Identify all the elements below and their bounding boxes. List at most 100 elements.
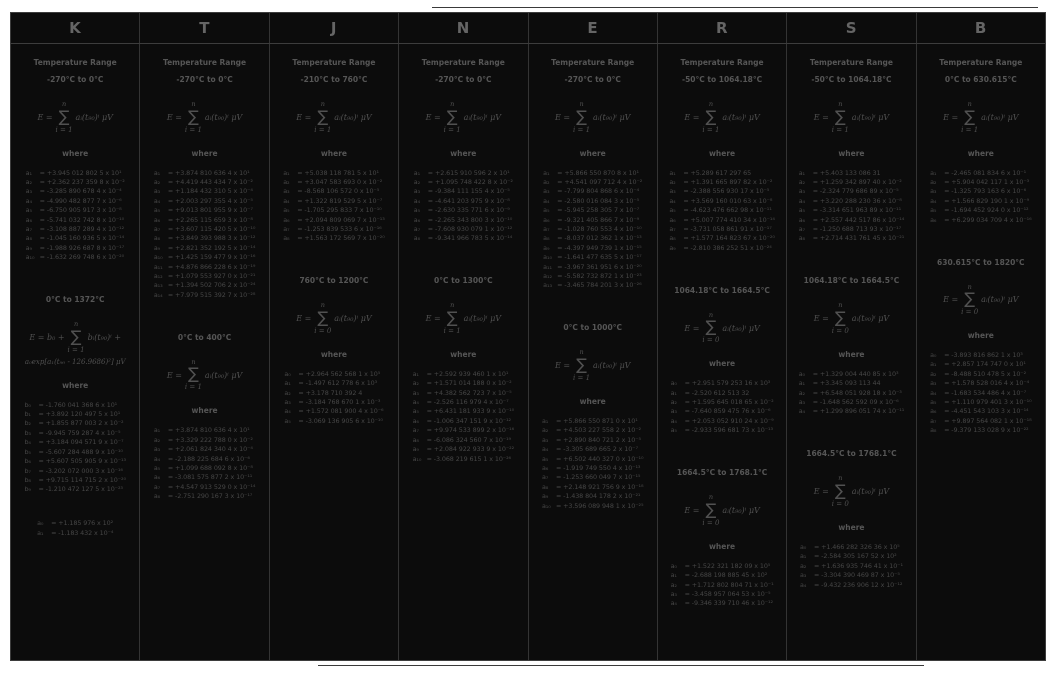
coefficient-row: a₇ = +9.974 533 899 2 x 10⁻¹⁶ bbox=[413, 426, 515, 435]
coefficient-symbol: a₅ bbox=[25, 206, 32, 215]
coefficient-row: a₆ = +5.007 774 410 34 x 10⁻¹⁴ bbox=[669, 215, 775, 225]
coefficient-list: a₁ = +5.866 550 871 0 x 10¹ a₂ = +4.503 227… bbox=[541, 417, 644, 511]
sum-upper-limit: n bbox=[579, 348, 584, 357]
coefficient-row: a₂ = +1.095 748 422 8 x 10⁻² bbox=[414, 178, 513, 187]
coefficient-row: a₃ = -3.304 390 469 87 x 10⁻⁵ bbox=[800, 571, 903, 580]
summation: n ∑ i = 1 bbox=[573, 101, 590, 134]
coefficient-row: a₅ = -3.314 651 963 89 x 10⁻¹¹ bbox=[799, 206, 904, 215]
formula-lhs: E = bbox=[813, 112, 829, 122]
coefficient-row: a₄ = +2.053 052 910 24 x 10⁻⁹ bbox=[671, 417, 774, 426]
emf-formula: E = n ∑ i = 1 aᵢ(t₉₀)ⁱ μV bbox=[140, 359, 268, 392]
coefficient-symbol: a₉ bbox=[541, 492, 549, 501]
coefficient-value: = -1.438 804 178 2 x 10⁻²¹ bbox=[555, 492, 641, 501]
coefficient-symbol: a₄ bbox=[798, 407, 805, 416]
emf-formula: E = n ∑ i = 0 aᵢ(t₉₀)ⁱ μV bbox=[658, 312, 786, 345]
coefficient-value: = +4.382 562 723 7 x 10⁻⁵ bbox=[426, 388, 512, 397]
coefficient-symbol: a₆ bbox=[413, 215, 421, 224]
coefficient-value: = +1.329 004 440 85 x 10³ bbox=[812, 369, 899, 378]
coefficient-row: a₁₀ = -1.641 477 635 5 x 10⁻¹⁷ bbox=[543, 253, 642, 262]
coefficient-row: a₁ = +2.592 939 460 1 x 10¹ bbox=[413, 370, 514, 379]
formula-term: aᵢ(t₉₀)ⁱ μV bbox=[722, 323, 760, 333]
coefficient-list: a₁ = +3.874 810 636 4 x 10¹ a₂ = +4.419 443… bbox=[153, 169, 256, 301]
emf-formula: E = n ∑ i = 1 aᵢ(t₉₀)ⁱ μV bbox=[11, 101, 139, 134]
coefficient-symbol: a₂ bbox=[153, 435, 161, 444]
coefficient-row: a₀ = -3.893 816 862 1 x 10³ bbox=[930, 351, 1031, 360]
formula-row: E = n ∑ i = 1 aᵢ(t₉₀)ⁱ μV bbox=[140, 359, 268, 392]
formula-lhs: E = bbox=[943, 295, 959, 305]
coefficient-value: = +1.110 979 401 3 x 10⁻¹⁰ bbox=[944, 398, 1032, 407]
coefficient-row: a₇ = +3.607 115 420 5 x 10⁻¹⁰ bbox=[153, 224, 256, 234]
coefficient-value: = -2.751 290 167 3 x 10⁻¹⁷ bbox=[167, 492, 253, 501]
sum-lower-limit: i = 0 bbox=[702, 336, 720, 345]
coefficient-value: = +5.007 774 410 34 x 10⁻¹⁴ bbox=[683, 215, 775, 224]
coefficient-symbol: a₇ bbox=[541, 473, 549, 482]
coefficient-value: = -1.694 452 924 0 x 10⁻¹² bbox=[944, 206, 1029, 215]
formula-term: aᵢ(t₉₀)ⁱ μV bbox=[334, 314, 372, 324]
coefficient-row: a₄ = -3.305 689 665 2 x 10⁻⁷ bbox=[542, 445, 643, 454]
sigma-symbol: ∑ bbox=[188, 106, 199, 126]
coefficient-row: a₆ = +2.265 115 659 3 x 10⁻⁸ bbox=[154, 216, 255, 225]
coefficient-value: = +1.636 935 746 41 x 10⁻¹ bbox=[813, 561, 903, 570]
formula-row: E = n ∑ i = 1 aᵢ(t₉₀)ⁱ μV bbox=[529, 349, 657, 382]
coefficient-row: a₂ = +3.047 583 693 0 x 10⁻² bbox=[283, 178, 384, 187]
coefficient-value: = +1.572 081 900 4 x 10⁻⁶ bbox=[298, 407, 384, 416]
coefficient-symbol: a₁₀ bbox=[541, 501, 551, 510]
coefficient-symbol: a₅ bbox=[153, 206, 161, 215]
coefficient-value: = -2.933 596 681 73 x 10⁻¹³ bbox=[684, 426, 773, 435]
formula-row: E = n ∑ i = 0 aᵢ(t₉₀)ⁱ μV bbox=[917, 284, 1045, 317]
temp-range-title: Temperature Range bbox=[292, 58, 376, 67]
coefficient-value: = +2.557 442 517 86 x 10⁻¹⁴ bbox=[812, 215, 905, 224]
column-header-J: J bbox=[270, 13, 400, 43]
coefficient-symbol: a₉ bbox=[543, 243, 550, 252]
summation: n ∑ i = 1 bbox=[444, 302, 461, 335]
coefficient-row: a₇ = -1.250 688 713 93 x 10⁻¹⁷ bbox=[799, 225, 904, 234]
formula-row: E = b₀ + n ∑ i = 1 bᵢ(t₉₀)ⁱ + bbox=[11, 321, 139, 354]
coefficient-row: a₂ = +3.178 710 392 4 bbox=[284, 389, 383, 398]
sum-lower-limit: i = 0 bbox=[831, 326, 849, 335]
coefficient-row: a₁ = -2.465 081 834 6 x 10⁻¹ bbox=[930, 169, 1031, 178]
coefficient-symbol: a₈ bbox=[153, 234, 161, 243]
formula-lhs: E = bbox=[425, 314, 441, 324]
temp-range-value: -50°C to 1064.18°C bbox=[681, 75, 763, 84]
coefficient-symbol: a₅ bbox=[798, 206, 805, 215]
coefficient-row: a₁₂ = +1.079 553 927 0 x 10⁻²¹ bbox=[154, 272, 256, 281]
coefficient-symbol: b₇ bbox=[24, 466, 31, 475]
coefficient-symbol: a₁ bbox=[669, 168, 676, 177]
coefficient-row: a₈ = +2.714 431 761 45 x 10⁻²¹ bbox=[799, 234, 905, 243]
coefficient-value: = +1.099 688 092 8 x 10⁻⁸ bbox=[167, 463, 253, 472]
coefficient-list: a₀ = +1.466 282 326 36 x 10⁵ a₁ = -2.584 30… bbox=[800, 543, 903, 590]
coefficient-row: a₃ = -7.640 859 475 76 x 10⁻⁶ bbox=[671, 407, 774, 416]
coefficient-row: a₂ = -8.488 510 478 5 x 10⁻² bbox=[930, 370, 1031, 379]
formula-row: E = n ∑ i = 0 aᵢ(t₉₀)ⁱ μV bbox=[658, 494, 786, 527]
formula-row: E = n ∑ i = 0 aᵢ(t₉₀)ⁱ μV bbox=[658, 312, 786, 345]
coefficient-row: a₁₃ = -3.465 784 201 3 x 10⁻²⁶ bbox=[543, 281, 642, 290]
coefficient-symbol: b₆ bbox=[24, 457, 31, 466]
coefficient-symbol: a₂ bbox=[669, 177, 676, 186]
formula-lhs: E = bbox=[684, 506, 700, 516]
coefficient-row: a₄ = +3.220 288 230 36 x 10⁻⁸ bbox=[799, 197, 904, 206]
coefficient-row: a₄ = +1.566 829 190 1 x 10⁻⁹ bbox=[930, 197, 1031, 206]
coefficient-row: a₀ = +1.185 976 x 10² bbox=[37, 519, 113, 528]
coefficient-symbol: a₃ bbox=[413, 187, 421, 196]
formula-row: E = n ∑ i = 1 aᵢ(t₉₀)ⁱ μV bbox=[270, 101, 398, 134]
emf-formula: E = n ∑ i = 1 aᵢ(t₉₀)ⁱ μV bbox=[140, 101, 268, 134]
column-N: Temperature Range -270°C to 0°C E = n ∑ i = 1… bbox=[399, 44, 529, 660]
sum-lower-limit: i = 1 bbox=[184, 383, 202, 392]
column-header-R: R bbox=[658, 13, 788, 43]
temp-range-title: Temperature Range bbox=[551, 58, 635, 67]
coefficient-value: = +2.094 809 069 7 x 10⁻¹³ bbox=[297, 215, 385, 224]
formula-lhs: E = bbox=[684, 112, 700, 122]
coefficient-row: a₁ = -1.183 432 x 10⁻⁴ bbox=[37, 529, 113, 538]
coefficient-symbol: a₇ bbox=[153, 224, 161, 233]
coefficient-value: = +1.566 829 190 1 x 10⁻⁹ bbox=[944, 196, 1030, 205]
coefficient-value: = -3.285 890 678 4 x 10⁻⁴ bbox=[39, 187, 122, 196]
coefficient-symbol: a₆ bbox=[669, 215, 676, 224]
coefficient-row: a₄ = +1.322 819 529 5 x 10⁻⁷ bbox=[283, 197, 384, 206]
coefficient-value: = +1.391 665 897 82 x 10⁻² bbox=[683, 177, 773, 186]
coefficient-value: = -3.731 058 861 91 x 10⁻¹⁷ bbox=[683, 224, 772, 233]
coefficient-value: = +1.522 321 182 09 x 10⁵ bbox=[684, 561, 771, 570]
coefficient-row: a₁₄ = +7.979 515 392 7 x 10⁻²⁸ bbox=[154, 291, 256, 300]
coefficient-symbol: a₆ bbox=[798, 215, 805, 224]
coefficient-symbol: a₅ bbox=[670, 426, 677, 435]
column-header-T: T bbox=[140, 13, 270, 43]
